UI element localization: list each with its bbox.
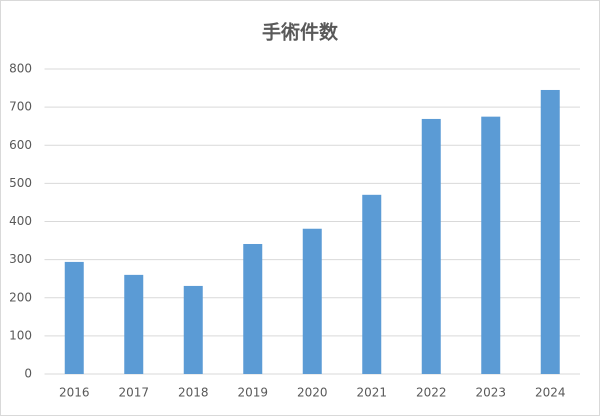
y-tick-label: 200	[9, 290, 32, 304]
x-tick-label: 2024	[535, 386, 566, 400]
bar	[183, 285, 203, 374]
x-tick-label: 2017	[118, 386, 149, 400]
bar	[362, 194, 382, 374]
x-tick-label: 2020	[297, 386, 328, 400]
y-tick-label: 700	[9, 100, 32, 114]
y-tick-label: 400	[9, 214, 32, 228]
bar	[481, 116, 501, 374]
bar	[124, 274, 144, 374]
bar	[64, 261, 84, 374]
x-tick-label: 2018	[178, 386, 209, 400]
bar	[540, 89, 560, 374]
bar	[243, 243, 263, 374]
x-tick-label: 2023	[475, 386, 506, 400]
x-tick-label: 2022	[416, 386, 447, 400]
y-tick-label: 800	[9, 62, 32, 76]
y-tick-label: 100	[9, 328, 32, 342]
bar	[302, 228, 322, 374]
y-tick-label: 500	[9, 176, 32, 190]
bar	[421, 118, 441, 374]
y-tick-label: 600	[9, 138, 32, 152]
y-tick-label: 0	[24, 367, 32, 381]
chart-title: 手術件数	[262, 21, 339, 44]
x-tick-label: 2021	[356, 386, 387, 400]
y-tick-label: 300	[9, 252, 32, 266]
x-tick-label: 2016	[59, 386, 90, 400]
x-tick-label: 2019	[237, 386, 268, 400]
